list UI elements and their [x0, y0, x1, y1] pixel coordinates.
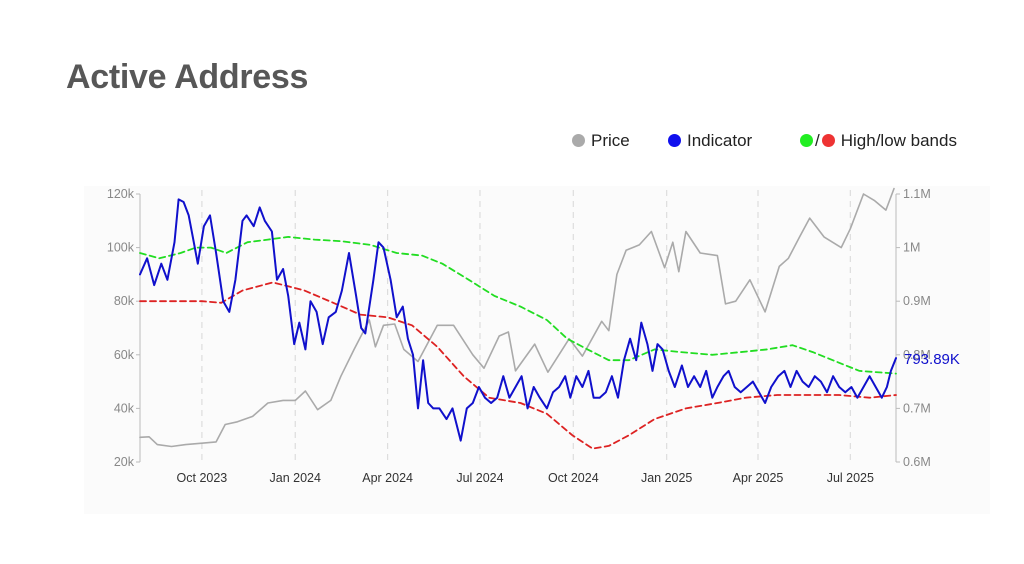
low-band-series-line [139, 281, 897, 450]
y-left-tick-label: 120k [107, 187, 135, 201]
indicator-series-line [139, 198, 897, 442]
legend-bands-label: High/low bands [840, 131, 957, 150]
indicator-dot-icon [668, 134, 681, 147]
x-tick-label: Jan 2024 [270, 471, 321, 485]
legend-indicator-label: Indicator [687, 131, 753, 150]
legend-price-label: Price [591, 131, 630, 150]
price-series-line [139, 187, 895, 448]
y-right-tick-label: 1M [903, 241, 920, 255]
x-tick-label: Oct 2024 [548, 471, 599, 485]
y-right-tick-label: 0.7M [903, 401, 931, 415]
y-left-tick-label: 80k [114, 294, 135, 308]
y-right-tick-label: 0.8M [903, 348, 931, 362]
high-band-dot-icon [800, 134, 813, 147]
y-right-tick-label: 1.1M [903, 187, 931, 201]
last-value-label: 793.89K [904, 351, 960, 368]
x-tick-label: Apr 2025 [733, 471, 784, 485]
legend-item-indicator[interactable]: Indicator [668, 130, 752, 152]
x-tick-label: Jan 2025 [641, 471, 692, 485]
page-title: Active Address [66, 58, 309, 96]
chart-svg: Oct 2023 Jan 2024 Apr 2024 Jul 2024 Oct 2024… [107, 187, 960, 485]
low-band-dot-icon [821, 134, 835, 147]
chart-legend: Price Indicator / High/low bands [560, 130, 980, 152]
legend-item-bands[interactable]: / High/low bands [800, 130, 957, 152]
x-tick-label: Apr 2024 [362, 471, 413, 485]
x-tick-label: Jul 2024 [456, 471, 503, 485]
y-right-tick-label: 0.6M [903, 455, 931, 469]
y-left-tick-label: 40k [114, 401, 135, 415]
legend-item-price[interactable]: Price [572, 130, 630, 152]
legend-bands-separator: / [815, 131, 820, 150]
y-left-tick-label: 60k [114, 348, 135, 362]
y-left-tick-label: 20k [114, 455, 135, 469]
x-tick-label: Jul 2025 [827, 471, 874, 485]
chart-panel: Oct 2023 Jan 2024 Apr 2024 Jul 2024 Oct 2024… [84, 186, 990, 514]
y-left-tick-label: 100k [107, 241, 135, 255]
y-right-tick-label: 0.9M [903, 294, 931, 308]
high-band-series-line [139, 236, 897, 375]
x-tick-label: Oct 2023 [177, 471, 228, 485]
price-dot-icon [572, 134, 585, 147]
